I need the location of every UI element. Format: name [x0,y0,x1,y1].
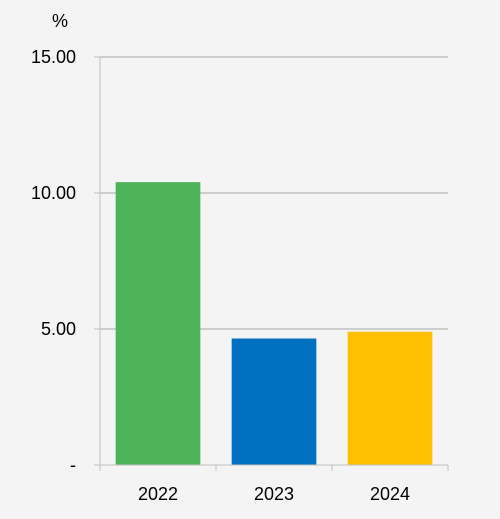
y-tick-labels: - 5.00 10.00 15.00 [31,47,76,475]
x-tick-labels: 2022 2023 2024 [138,484,410,504]
y-tick-label: 15.00 [31,47,76,67]
bar-2024 [347,331,433,465]
bar-2023 [231,338,317,465]
y-tick-label: - [70,455,76,475]
y-tick-label: 10.00 [31,183,76,203]
y-unit-label: % [52,11,68,31]
bars [115,182,433,465]
x-tick-label: 2022 [138,484,178,504]
x-tick-marks [99,465,449,471]
x-tick-label: 2024 [370,484,410,504]
y-tick-label: 5.00 [41,319,76,339]
bar-2022 [115,182,201,465]
x-tick-label: 2023 [254,484,294,504]
